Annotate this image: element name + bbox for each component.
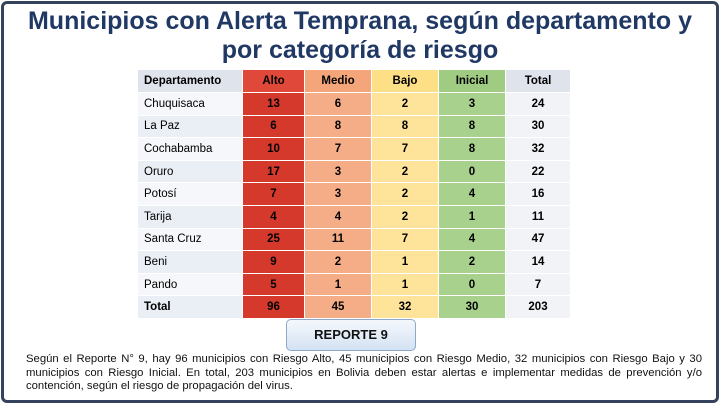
column-header: Medio [304,70,372,93]
table-cell: 7 [371,228,439,252]
total-cell: Total [138,295,243,319]
table-cell: Cochabamba [138,137,243,161]
table-cell: 4 [304,205,372,229]
table-cell: 24 [505,92,571,116]
table-cell: 8 [371,115,439,139]
table-cell: 1 [371,250,439,274]
risk-table: Departamento Alto Medio Bajo Inicial Total Ch… [138,70,571,319]
table-cell: 7 [371,137,439,161]
table-cell: 17 [242,160,305,184]
table-row: Beni 9 2 1 2 14 [138,250,571,274]
table-row: Oruro 17 3 2 0 22 [138,160,571,184]
table-cell: 47 [505,228,571,252]
table-cell: 0 [438,273,506,297]
table-cell: 2 [371,160,439,184]
table-cell: 1 [371,273,439,297]
column-header: Departamento [138,70,243,93]
total-cell: 45 [304,295,372,319]
table-row: La Paz 6 8 8 8 30 [138,115,571,139]
table-cell: 6 [242,115,305,139]
table-cell: 2 [304,250,372,274]
table-cell: 1 [438,205,506,229]
total-row: Total 96 45 32 30 203 [138,295,571,319]
table-cell: 11 [505,205,571,229]
table-row: Pando 5 1 1 0 7 [138,273,571,297]
table-cell: Santa Cruz [138,228,243,252]
table-cell: 8 [438,115,506,139]
table-body: Chuquisaca 13 6 2 3 24 La Paz 6 8 8 8 30 Cochabamba 1… [138,92,571,319]
total-cell: 96 [242,295,305,319]
report-button[interactable]: REPORTE 9 [286,319,416,351]
table-cell: 25 [242,228,305,252]
table-cell: 2 [371,205,439,229]
table-cell: 2 [438,250,506,274]
table-cell: 1 [304,273,372,297]
table-cell: 4 [438,182,506,206]
header-row: Departamento Alto Medio Bajo Inicial Total [138,70,571,93]
table-cell: 22 [505,160,571,184]
table-cell: 14 [505,250,571,274]
table-row: Cochabamba 10 7 7 8 32 [138,137,571,161]
footer-text: Según el Reporte N° 9, hay 96 municipios… [26,353,702,392]
table-cell: 16 [505,182,571,206]
total-cell: 203 [505,295,571,319]
table-cell: 4 [242,205,305,229]
total-cell: 32 [371,295,439,319]
table-cell: 8 [304,115,372,139]
table-cell: 0 [438,160,506,184]
table-cell: 2 [371,182,439,206]
table-row: Chuquisaca 13 6 2 3 24 [138,92,571,116]
table-cell: 2 [371,92,439,116]
table-cell: Pando [138,273,243,297]
table-cell: 7 [242,182,305,206]
table-cell: 9 [242,250,305,274]
column-header: Bajo [371,70,439,93]
table-cell: 3 [438,92,506,116]
table-cell: 8 [438,137,506,161]
table-cell: 13 [242,92,305,116]
table-cell: Oruro [138,160,243,184]
table-cell: 11 [304,228,372,252]
table-cell: 6 [304,92,372,116]
table-cell: 30 [505,115,571,139]
total-cell: 30 [438,295,506,319]
table-cell: Potosí [138,182,243,206]
table-cell: La Paz [138,115,243,139]
table-row: Potosí 7 3 2 4 16 [138,182,571,206]
table-cell: 3 [304,182,372,206]
table-cell: Beni [138,250,243,274]
table-cell: 7 [304,137,372,161]
table-cell: 4 [438,228,506,252]
table-row: Tarija 4 4 2 1 11 [138,205,571,229]
table-cell: 3 [304,160,372,184]
table-cell: 5 [242,273,305,297]
column-header: Total [505,70,571,93]
title: Municipios con Alerta Temprana, según de… [27,7,692,64]
table-cell: Chuquisaca [138,92,243,116]
table-cell: 7 [505,273,571,297]
table-cell: Tarija [138,205,243,229]
table-row: Santa Cruz 25 11 7 4 47 [138,228,571,252]
column-header: Alto [242,70,305,93]
table-cell: 10 [242,137,305,161]
table-cell: 32 [505,137,571,161]
column-header: Inicial [438,70,506,93]
